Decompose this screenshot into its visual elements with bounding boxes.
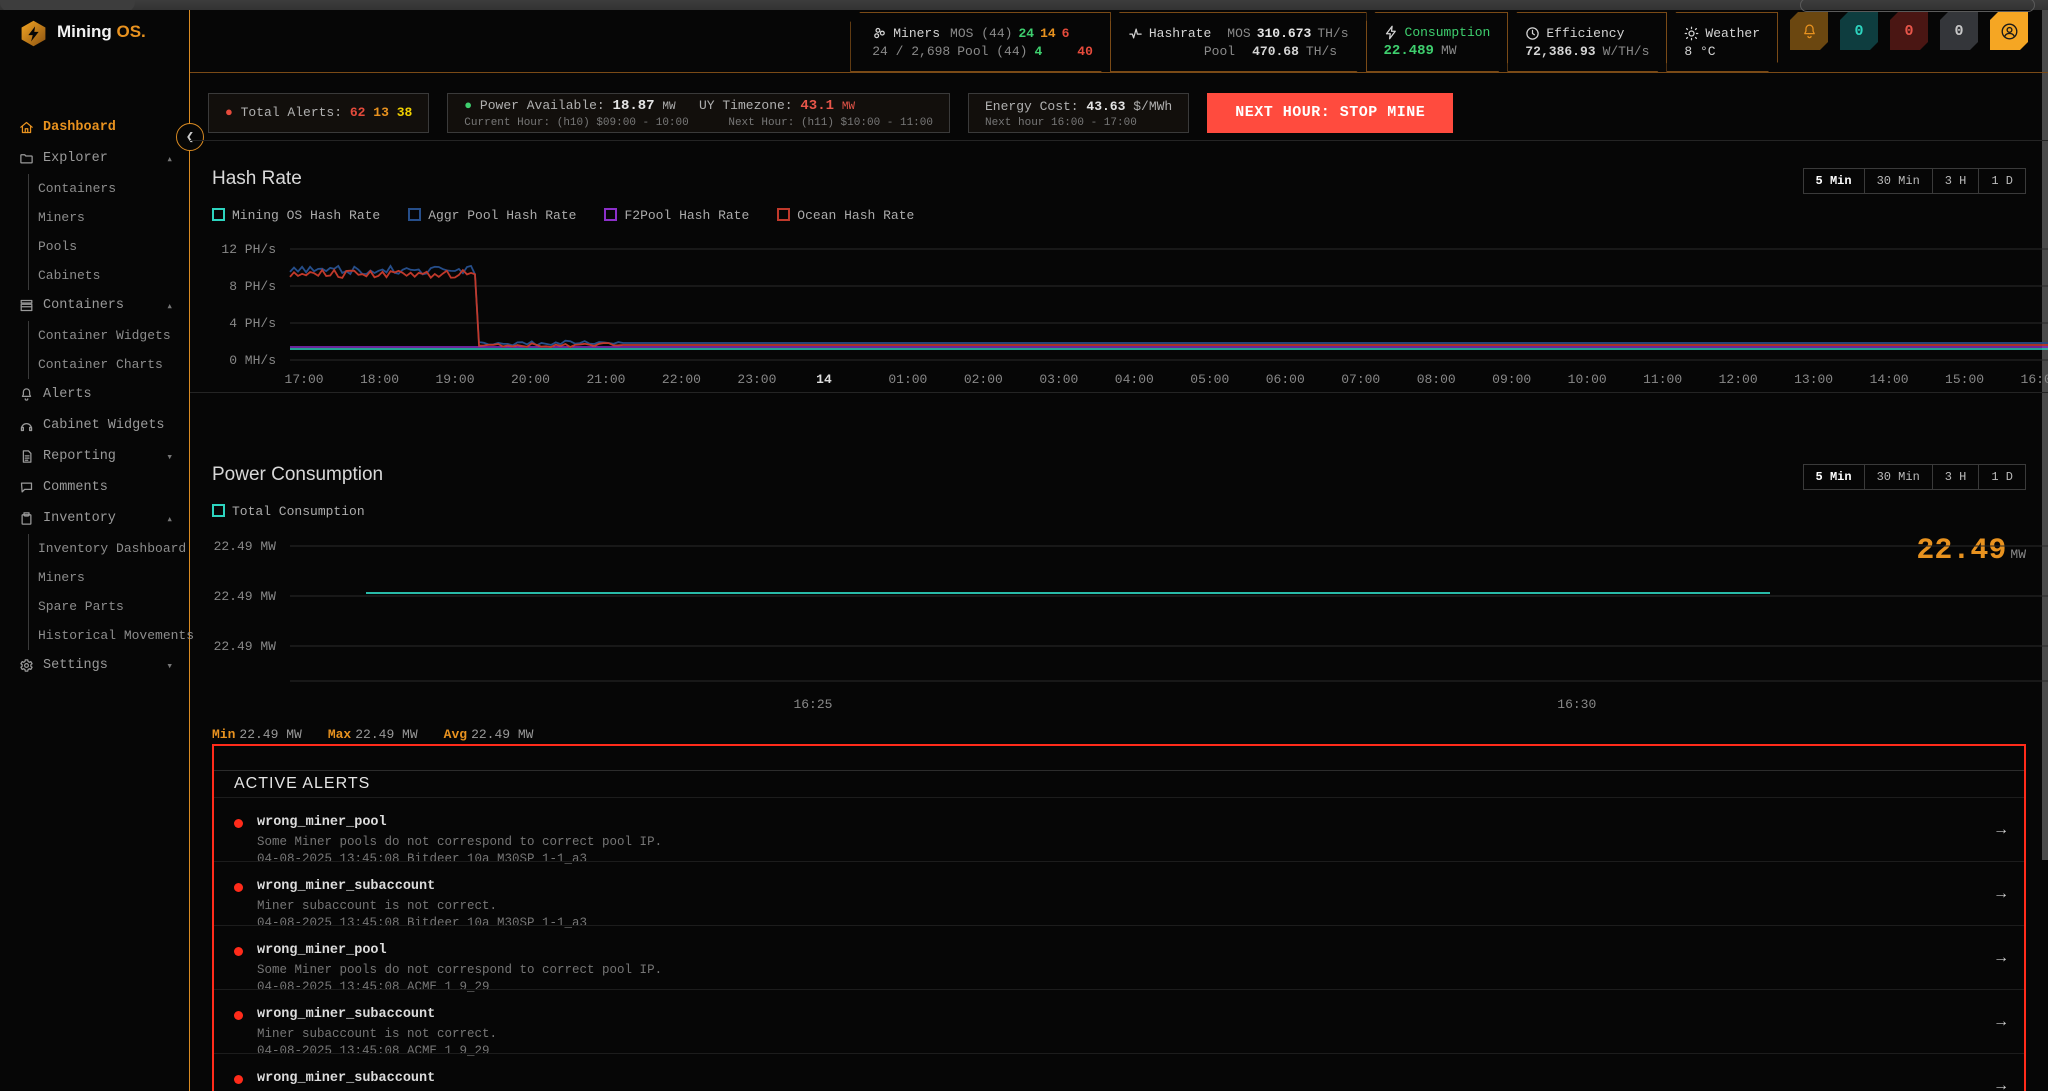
svg-text:8 PH/s: 8 PH/s (229, 279, 276, 294)
svg-text:0 MH/s: 0 MH/s (229, 353, 276, 368)
svg-text:4 PH/s: 4 PH/s (229, 316, 276, 331)
svg-text:12 PH/s: 12 PH/s (221, 242, 276, 257)
svg-text:22.49 MW: 22.49 MW (214, 589, 277, 604)
svg-text:22.49 MW: 22.49 MW (214, 539, 277, 554)
svg-text:22.49 MW: 22.49 MW (214, 639, 277, 654)
